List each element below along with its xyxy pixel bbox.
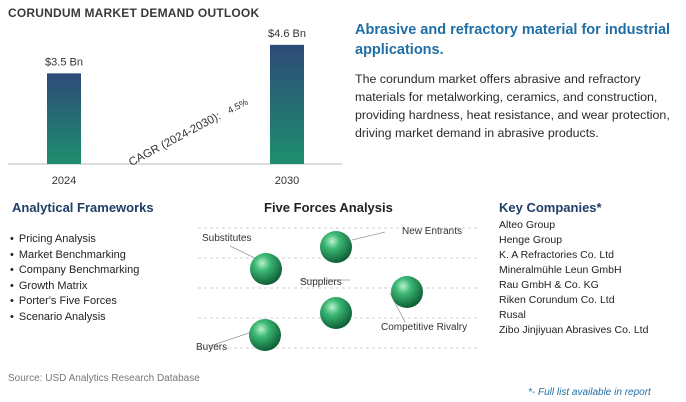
- description: The corundum market offers abrasive and …: [355, 72, 670, 140]
- list-item: Porter's Five Forces: [10, 294, 139, 310]
- bar-2030: [270, 44, 304, 164]
- companies-title: Key Companies*: [499, 200, 602, 215]
- company-item: Henge Group: [499, 234, 563, 246]
- buyers-label: Buyers: [196, 342, 227, 353]
- company-item: K. A Refractories Co. Ltd: [499, 249, 614, 261]
- source-note: Source: USD Analytics Research Database: [8, 373, 200, 384]
- headline: Abrasive and refractory material for ind…: [355, 22, 671, 58]
- competitive-rivalry-sphere: [391, 276, 423, 308]
- companies-list: Alteo Group Henge Group K. A Refractorie…: [499, 218, 648, 338]
- competitive-rivalry-label: Competitive Rivalry: [381, 322, 467, 333]
- list-item: Growth Matrix: [10, 279, 139, 295]
- company-item: Alteo Group: [499, 219, 556, 231]
- new-entrants-sphere: [320, 231, 352, 263]
- five-forces-title: Five Forces Analysis: [264, 200, 393, 215]
- company-item: Rau GmbH & Co. KG: [499, 279, 599, 291]
- cagr-value: 4.5%: [226, 96, 251, 116]
- list-item: Market Benchmarking: [10, 248, 139, 264]
- connector-lines: [209, 231, 406, 347]
- list-item: Company Benchmarking: [10, 263, 139, 279]
- chart-title: CORUNDUM MARKET DEMAND OUTLOOK: [8, 6, 260, 20]
- suppliers-sphere: [320, 297, 352, 329]
- substitutes-label: Substitutes: [202, 233, 251, 244]
- footnote: *- Full list available in report: [528, 387, 651, 398]
- svg-text:CAGR (2024-2030): 4.5%: CAGR (2024-2030): 4.5%: [127, 96, 251, 169]
- data-label-2030: $4.6 Bn: [268, 28, 306, 40]
- company-item: Rusal: [499, 309, 526, 321]
- new-entrants-label: New Entrants: [402, 226, 462, 237]
- cagr-label: CAGR (2024-2030):: [127, 110, 223, 169]
- bar-2024: [47, 73, 81, 164]
- list-item: Scenario Analysis: [10, 310, 139, 326]
- company-item: Mineralmühle Leun GmbH: [499, 264, 622, 276]
- suppliers-label: Suppliers: [300, 277, 342, 288]
- substitutes-sphere: [250, 253, 282, 285]
- bar-chart: $3.5 Bn 2024 $4.6 Bn 2030 CAGR (2024-2030):…: [8, 28, 342, 187]
- frameworks-title: Analytical Frameworks: [12, 200, 154, 215]
- frameworks-list: Pricing Analysis Market Benchmarking Com…: [10, 232, 139, 325]
- x-tick-label-2024: 2024: [52, 175, 76, 187]
- buyers-sphere: [249, 319, 281, 351]
- grid-lines: [198, 227, 480, 349]
- five-forces-diagram: Substitutes New Entrants Suppliers Compe…: [196, 226, 480, 353]
- company-item: Zibo Jinjiyuan Abrasives Co. Ltd: [499, 324, 649, 336]
- company-item: Riken Corundum Co. Ltd: [499, 294, 615, 306]
- data-label-2024: $3.5 Bn: [45, 56, 83, 68]
- x-tick-label-2030: 2030: [275, 175, 299, 187]
- list-item: Pricing Analysis: [10, 232, 139, 248]
